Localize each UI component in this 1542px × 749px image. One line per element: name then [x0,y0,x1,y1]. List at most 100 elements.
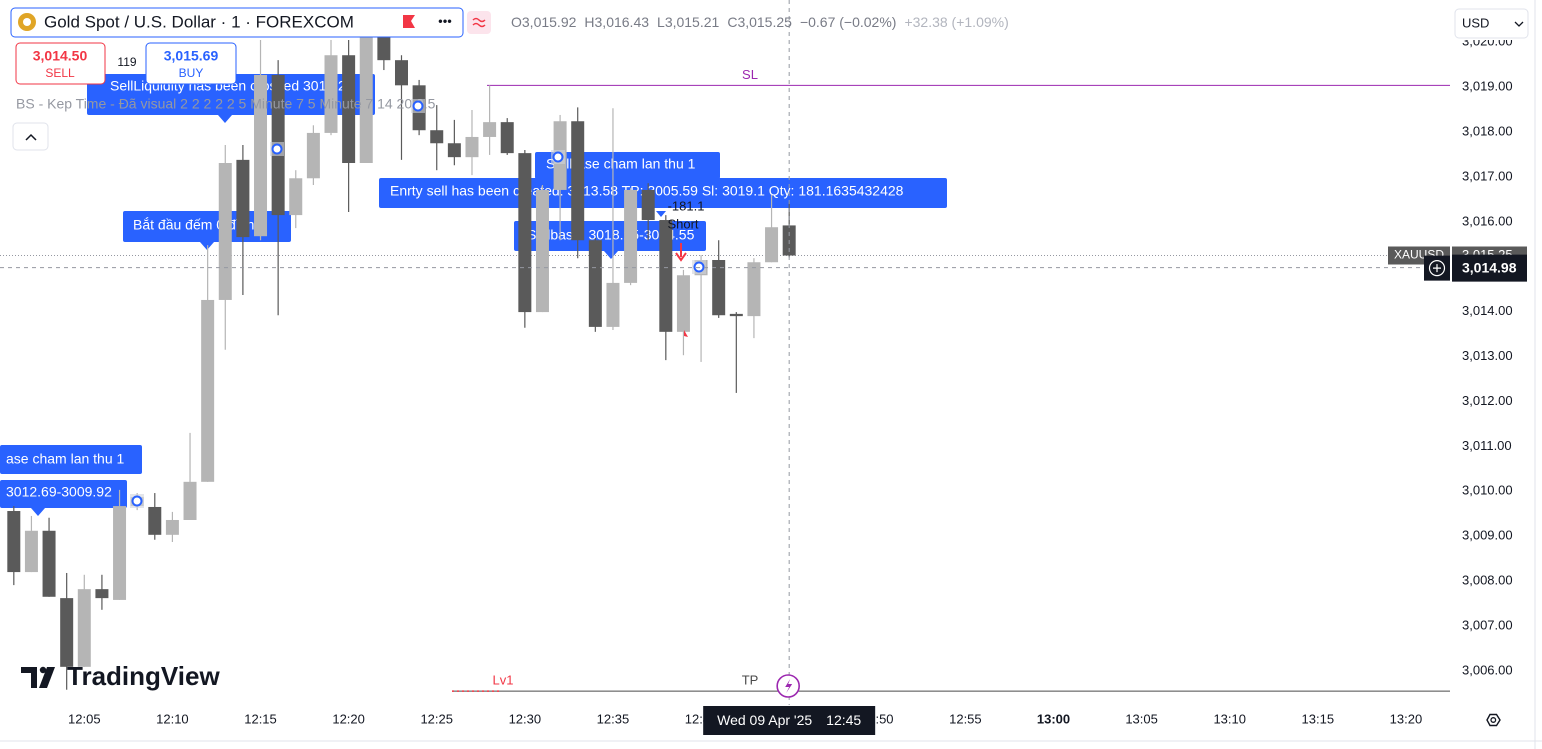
buy-label: BUY [179,66,204,80]
candle-body [535,189,549,313]
annotation-pointer [604,251,618,259]
logo-slash [39,667,55,688]
annotation-box [0,445,142,474]
candle-body [394,60,408,86]
crosshair-price: 3,014.98 [1462,259,1517,275]
crosshair-clock: 12:45 [826,712,861,728]
candles-layer [7,30,796,690]
symbol-title: Gold Spot / U.S. Dollar · 1 · FOREXCOM [44,12,354,31]
alert-bolt-icon [785,679,793,693]
symbol-box[interactable] [10,7,464,38]
level-label: SL [742,67,758,82]
sell-price: 3,014.50 [33,48,88,64]
x-tick-label: 12:10 [156,711,189,726]
y-tick-label: 3,019.00 [1462,79,1513,94]
y-tick-label: 3,006.00 [1462,662,1513,677]
candle-body [606,282,620,327]
logo-dot [39,666,47,674]
ohlc-value: 3,015.21 [665,14,720,30]
candle-body [747,262,761,317]
trade-size: -181.1 [668,198,705,213]
annotation-text: Sellbase: 3018.25-3014.55 [527,227,695,243]
compare-button[interactable] [467,11,491,34]
candle-body [447,143,461,158]
signal-marker [693,261,705,273]
candle-body [165,519,179,535]
candle-body [95,589,109,599]
signal-marker [412,100,424,112]
candle-body [77,589,91,667]
candle-body [571,121,585,241]
change-session: +32.38 (+1.09%) [904,14,1008,30]
annotation-box [514,221,706,251]
annotation-text: 3012.69-3009.92 [6,484,112,500]
more-button[interactable]: ••• [438,13,452,28]
y-tick-label: 3,009.00 [1462,528,1513,543]
annotation-pointer [218,115,232,123]
candle-body [588,240,602,327]
overlay-layer: BS - Kep Time - Đã visual 2 2 2 2 2 5 Mi… [0,0,1450,705]
x-tick-label: 12:35 [597,711,630,726]
signal-marker [552,151,564,163]
symbol-icon-inner [23,18,31,26]
y-tick-label: 3,018.00 [1462,123,1513,138]
candle-body [148,506,162,535]
y-tick-label: 3,013.00 [1462,348,1513,363]
flag-icon[interactable] [403,15,415,28]
y-tick-label: 3,008.00 [1462,573,1513,588]
candle-body [218,163,232,300]
candle-body [342,55,356,164]
short-arrow [675,243,687,262]
lines-layer: SL TP Lv1 [0,67,1450,692]
ohlc-value: 3,015.25 [737,14,792,30]
level-label: Lv1 [493,673,514,688]
annotation-text: Sellbase cham lan thu 1 [546,156,696,172]
candle-body [42,530,56,597]
buy-price: 3,015.69 [164,48,219,64]
y-tick-label: 3,012.00 [1462,393,1513,408]
logo-mark [21,667,37,688]
crosshair-date: Wed 09 Apr '25 [717,712,812,728]
signal-marker [131,495,143,507]
settings-button[interactable] [1486,713,1501,727]
sell-button[interactable] [15,42,106,85]
annotation-box [0,480,127,508]
x-tick-label: 12:55 [949,711,982,726]
candle-body [60,598,74,667]
sell-label: SELL [45,66,75,80]
annotation-pointer [200,242,214,250]
ohlc-values: O3,015.92 H3,016.43 L3,015.21 C3,015.25 −0.6… [511,14,1009,30]
buy-button[interactable] [145,42,237,85]
candle-body [500,122,514,154]
candle-body [641,189,655,221]
x-tick-label: 12:20 [332,711,365,726]
settings-icon [1490,717,1497,723]
annotation-text: Bắt đầu đếm 0 đỉnh t. [133,217,266,233]
y-tick-label: 3,017.00 [1462,168,1513,183]
x-tick-label: 12:30 [509,711,542,726]
x-tick-label: 13:20 [1390,711,1423,726]
y-tick-label: 3,010.00 [1462,483,1513,498]
ohlc-key: L [657,14,665,30]
candle-body [306,132,320,179]
symbol-header[interactable]: Gold Spot / U.S. Dollar · 1 · FOREXCOM •… [10,7,464,38]
crosshair-time: Wed 09 Apr '25 12:45 [717,712,861,728]
candle-body [113,506,127,600]
candle-body [729,313,743,317]
ohlc-key: C [727,14,737,30]
crosshair-price-box [1452,254,1527,282]
add-alert-plus [1433,264,1441,273]
x-tick-label: 13:05 [1125,711,1158,726]
logo-text: TradingView [67,661,220,691]
signal-marker [271,143,283,155]
change: −0.67 (−0.02%) [800,14,897,30]
trade-side: Short [667,216,698,231]
x-tick-label: 13:10 [1213,711,1246,726]
candle-body [712,259,726,316]
candle-body [254,74,268,237]
indicator-label: BS - Kep Time - Đã visual 2 2 2 2 2 5 Mi… [16,96,436,112]
currency-select[interactable] [1454,8,1529,39]
y-tick-label: 3,014.00 [1462,303,1513,318]
